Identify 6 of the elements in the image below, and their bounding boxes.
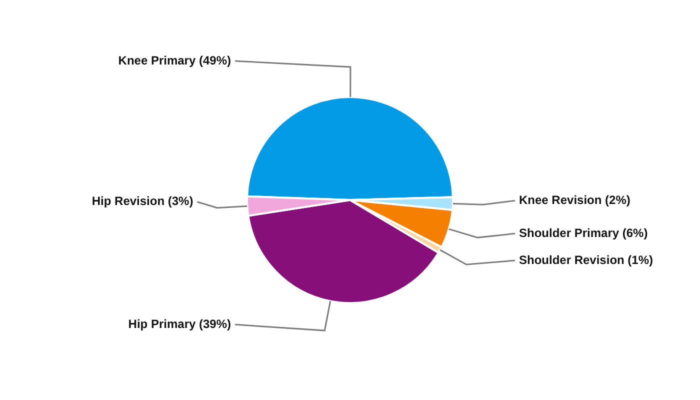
slice-label: Knee Primary (49%) [118,53,231,68]
slice-label: Knee Revision (2%) [519,192,630,207]
slice-label: Shoulder Primary (6%) [519,226,648,240]
slice-label: Hip Revision (3%) [92,194,194,208]
slice-label: Shoulder Revision (1%) [519,252,654,267]
slice-label: Hip Primary (39%) [128,316,232,331]
